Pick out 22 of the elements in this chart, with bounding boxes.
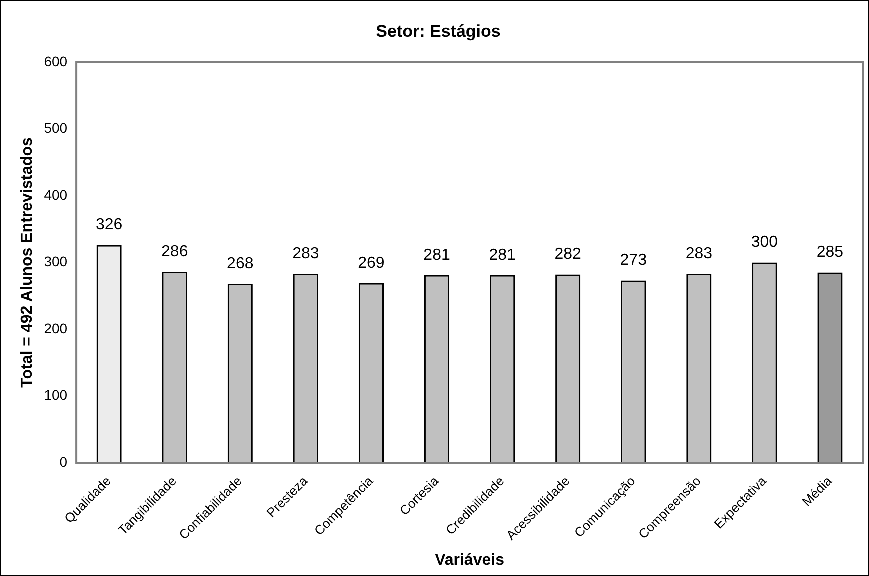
y-tick-label: 300: [44, 254, 68, 270]
data-label: 326: [96, 216, 123, 234]
data-label: 281: [424, 246, 450, 264]
data-label: 283: [292, 245, 320, 262]
data-label: 281: [489, 246, 516, 264]
data-label: 286: [162, 243, 188, 260]
y-tick-label: 600: [44, 53, 68, 70]
y-tick-label: 0: [60, 454, 68, 470]
chart-title: Setor: Estágios: [376, 22, 501, 41]
data-label: 282: [554, 246, 582, 264]
y-tick-label: 500: [44, 120, 68, 136]
x-axis-title: Variáveis: [435, 552, 505, 569]
y-tick-label: 200: [44, 320, 68, 336]
y-tick-label: 100: [44, 387, 68, 404]
data-label: 268: [227, 255, 254, 272]
y-axis-title: Total = 492 Alunos Entrevistados: [19, 137, 36, 388]
data-label: 300: [751, 234, 778, 252]
data-label: 283: [686, 245, 713, 262]
y-tick-label: 400: [44, 186, 68, 203]
data-label: 273: [620, 252, 648, 270]
data-label: 285: [816, 244, 844, 262]
data-label: 269: [358, 254, 385, 272]
